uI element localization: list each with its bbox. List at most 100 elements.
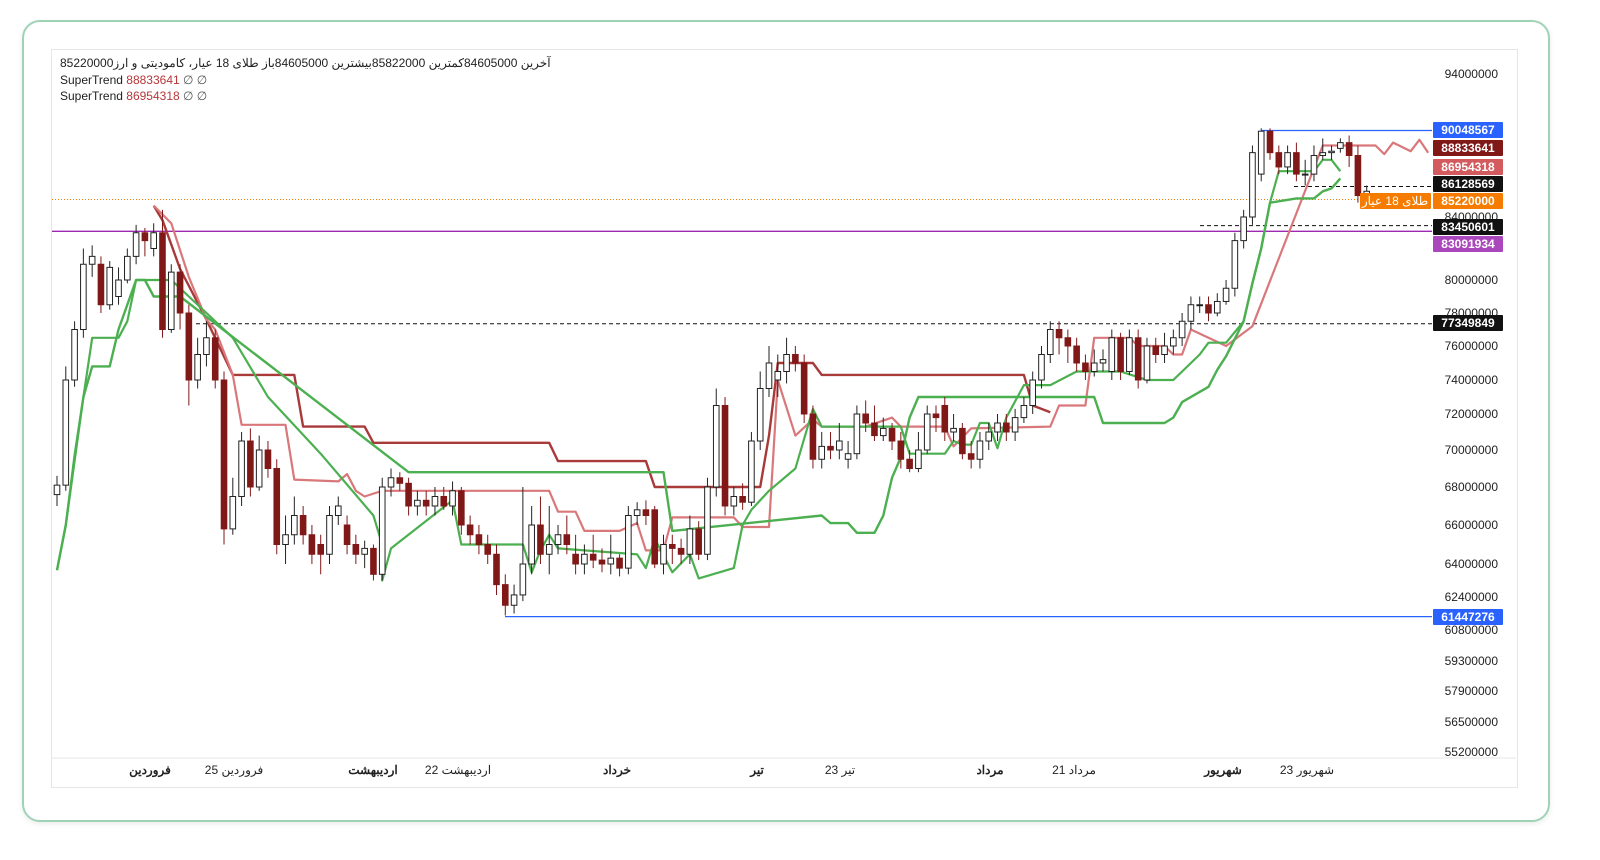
candle-body[interactable] [915, 449, 922, 469]
candle-body[interactable] [704, 486, 711, 555]
candle-body[interactable] [932, 413, 940, 419]
candle-body[interactable] [730, 496, 738, 507]
candle-body[interactable] [194, 354, 201, 381]
candle-body[interactable] [1284, 152, 1291, 168]
candle-body[interactable] [695, 528, 702, 555]
candle-body[interactable] [1266, 130, 1274, 154]
candle-body[interactable] [581, 553, 588, 565]
candle-body[interactable] [827, 445, 834, 451]
candle-body[interactable] [853, 413, 861, 455]
candle-body[interactable] [1205, 304, 1212, 314]
candle-body[interactable] [1134, 337, 1142, 381]
candle-body[interactable] [669, 544, 676, 549]
candle-body[interactable] [528, 524, 535, 565]
candle-body[interactable] [334, 505, 342, 516]
candle-body[interactable] [1099, 359, 1107, 364]
candle-body[interactable] [844, 453, 852, 460]
price-tag[interactable] [1433, 140, 1503, 156]
supertrend-2-upper-line[interactable] [152, 138, 1430, 552]
candle-body[interactable] [1126, 337, 1133, 372]
candle-body[interactable] [836, 440, 843, 451]
candle-body[interactable] [616, 557, 623, 569]
candle-body[interactable] [1293, 152, 1300, 175]
candle-body[interactable] [756, 388, 764, 442]
candle-body[interactable] [625, 515, 632, 569]
candle-body[interactable] [484, 544, 492, 555]
candle-body[interactable] [519, 563, 527, 596]
price-tag[interactable] [1433, 159, 1503, 175]
candle-body[interactable] [150, 232, 157, 249]
candle-body[interactable] [1020, 405, 1028, 419]
candle-body[interactable] [985, 431, 993, 442]
candle-body[interactable] [203, 337, 210, 355]
legend-indicator-2[interactable]: SuperTrend 86954318 ∅ ∅ [60, 88, 551, 105]
candle-body[interactable] [185, 312, 193, 381]
candle-body[interactable] [554, 534, 562, 545]
candle-body[interactable] [317, 544, 324, 555]
candle-body[interactable] [1222, 287, 1230, 302]
candle-body[interactable] [572, 553, 579, 565]
candle-body[interactable] [431, 496, 439, 507]
candle-body[interactable] [607, 557, 615, 565]
candle-body[interactable] [1170, 337, 1177, 347]
candle-body[interactable] [1055, 329, 1063, 339]
candle-body[interactable] [106, 266, 114, 306]
candle-body[interactable] [1161, 345, 1168, 355]
candle-body[interactable] [167, 271, 175, 330]
candle-body[interactable] [1029, 379, 1036, 406]
candle-body[interactable] [1249, 152, 1256, 218]
candle-body[interactable] [660, 544, 667, 565]
candle-body[interactable] [308, 534, 316, 555]
candle-body[interactable] [818, 445, 826, 460]
candle-body[interactable] [176, 271, 184, 314]
candle-body[interactable] [80, 263, 87, 330]
candle-body[interactable] [1257, 130, 1265, 175]
candle-body[interactable] [326, 515, 333, 555]
candle-body[interactable] [774, 371, 782, 381]
price-tag[interactable] [1433, 315, 1503, 331]
candle-body[interactable] [115, 279, 122, 297]
candle-body[interactable] [923, 413, 931, 451]
candle-body[interactable] [1345, 142, 1353, 157]
candle-body[interactable] [1038, 354, 1045, 381]
candle-body[interactable] [967, 453, 975, 460]
candle-body[interactable] [976, 440, 984, 460]
candle-body[interactable] [1082, 362, 1089, 372]
candle-body[interactable] [721, 405, 729, 507]
price-tag[interactable] [1433, 176, 1503, 192]
candle-body[interactable] [537, 524, 544, 555]
candle-body[interactable] [1213, 300, 1221, 314]
candle-body[interactable] [88, 255, 96, 265]
candle-body[interactable] [291, 515, 298, 536]
candle-body[interactable] [888, 427, 896, 442]
candle-body[interactable] [871, 422, 878, 437]
candle-body[interactable] [475, 534, 483, 545]
candle-body[interactable] [1354, 155, 1362, 197]
candle-body[interactable] [247, 440, 254, 488]
candle-body[interactable] [959, 427, 966, 455]
candle-body[interactable] [1187, 304, 1195, 322]
candle-body[interactable] [642, 509, 650, 516]
candle-body[interactable] [1328, 150, 1335, 154]
candle-body[interactable] [1090, 362, 1098, 372]
candle-body[interactable] [255, 449, 263, 488]
candle-body[interactable] [1046, 329, 1054, 355]
candle-body[interactable] [124, 255, 131, 281]
candle-body[interactable] [466, 524, 474, 536]
candle-body[interactable] [1011, 417, 1019, 433]
candle-body[interactable] [501, 584, 509, 606]
candle-body[interactable] [405, 482, 412, 507]
candle-body[interactable] [1231, 240, 1239, 289]
candle-body[interactable] [686, 528, 694, 555]
candle-body[interactable] [370, 547, 377, 575]
candle-body[interactable] [1143, 345, 1151, 381]
candle-body[interactable] [1108, 337, 1116, 372]
candle-body[interactable] [563, 534, 571, 545]
candle-body[interactable] [1319, 152, 1327, 157]
candle-body[interactable] [792, 354, 799, 364]
candle-body[interactable] [510, 594, 518, 606]
price-tag[interactable] [1433, 236, 1503, 252]
candle-body[interactable] [352, 544, 360, 555]
candle-body[interactable] [1196, 304, 1204, 307]
